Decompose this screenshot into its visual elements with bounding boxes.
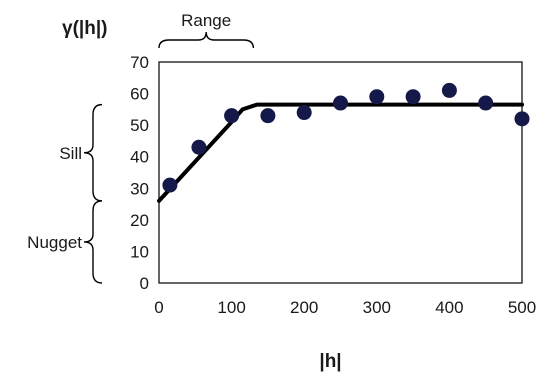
y-tick-label: 10 xyxy=(130,242,149,261)
y-tick-label: 60 xyxy=(130,85,149,104)
y-axis-title: γ(|h|) xyxy=(62,18,107,39)
x-tick-label: 500 xyxy=(508,298,536,317)
y-tick-label: 40 xyxy=(130,148,149,167)
range-brace xyxy=(158,31,255,49)
range-label: Range xyxy=(181,11,231,30)
plot-area xyxy=(158,61,523,284)
y-tick-label: 20 xyxy=(130,211,149,230)
y-tick-label: 30 xyxy=(130,179,149,198)
data-point xyxy=(514,111,530,127)
data-point xyxy=(441,82,457,98)
y-tick-label: 50 xyxy=(130,116,149,135)
data-point xyxy=(405,89,421,105)
model-fit-line xyxy=(157,102,524,203)
nugget-brace xyxy=(83,200,103,284)
x-axis-title: |h| xyxy=(319,351,341,372)
data-point xyxy=(478,95,494,111)
x-tick-label: 200 xyxy=(290,298,318,317)
x-tick-label: 0 xyxy=(154,298,163,317)
x-tick-label: 400 xyxy=(435,298,463,317)
data-point xyxy=(369,89,385,105)
data-point xyxy=(224,108,240,124)
data-point xyxy=(296,105,312,121)
data-point xyxy=(260,108,276,124)
sill-brace xyxy=(83,103,103,202)
y-tick-label: 0 xyxy=(140,274,149,293)
y-tick-label: 70 xyxy=(130,53,149,72)
x-tick-label: 300 xyxy=(363,298,391,317)
sill-label: Sill xyxy=(59,144,82,163)
x-tick-label: 100 xyxy=(217,298,245,317)
data-point xyxy=(191,139,207,155)
data-point xyxy=(162,177,178,193)
nugget-label: Nugget xyxy=(27,233,82,252)
data-point xyxy=(333,95,348,111)
